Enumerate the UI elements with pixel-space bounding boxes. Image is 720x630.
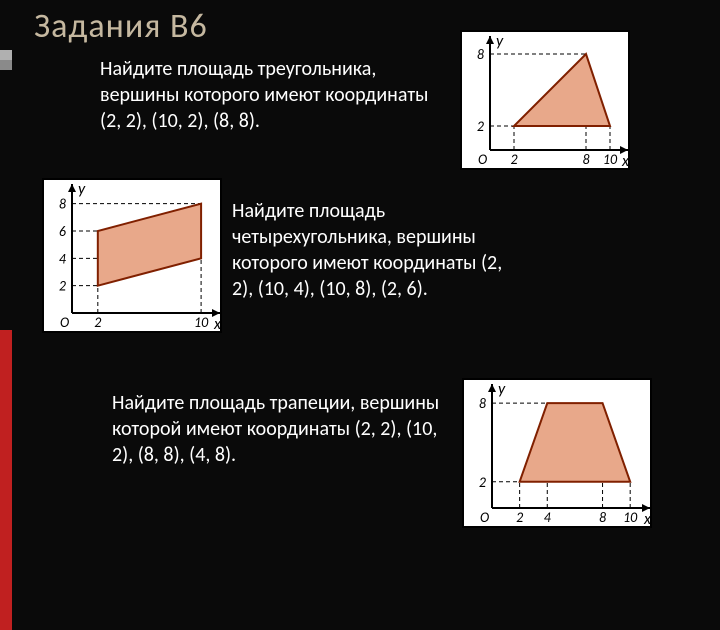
svg-text:O: O — [478, 151, 487, 168]
svg-text:2: 2 — [479, 474, 486, 491]
svg-text:8: 8 — [479, 395, 486, 412]
svg-text:2: 2 — [510, 151, 517, 168]
svg-text:4: 4 — [544, 509, 552, 526]
svg-text:O: O — [480, 509, 489, 526]
task-1-text: Найдите площадь треугольника, вершины ко… — [100, 56, 430, 134]
svg-text:y: y — [78, 180, 86, 199]
chart-triangle: 2 8 10 2 8 Ox y — [460, 30, 630, 170]
svg-text:y: y — [496, 32, 504, 51]
svg-text:x: x — [643, 510, 652, 529]
chart-quadrilateral: 2 10 2 4 6 8 Ox y — [42, 178, 222, 333]
task-2-text: Найдите площадь четырехугольника, вершин… — [232, 198, 522, 302]
svg-text:8: 8 — [599, 509, 606, 526]
svg-text:10: 10 — [623, 509, 638, 526]
svg-text:10: 10 — [194, 314, 209, 331]
svg-text:2: 2 — [59, 278, 66, 295]
svg-text:4: 4 — [59, 250, 67, 267]
chart-trapezoid: 2 4 8 10 2 8 Ox y — [462, 378, 652, 528]
accent-seg-3 — [0, 330, 12, 630]
svg-text:6: 6 — [59, 223, 66, 240]
svg-text:2: 2 — [516, 509, 523, 526]
svg-text:2: 2 — [477, 118, 484, 135]
svg-text:y: y — [498, 380, 506, 399]
svg-text:10: 10 — [603, 151, 618, 168]
svg-text:O: O — [60, 314, 69, 331]
page-title: Задания В6 — [34, 6, 208, 47]
svg-text:8: 8 — [582, 151, 589, 168]
svg-text:8: 8 — [477, 46, 484, 63]
svg-text:8: 8 — [59, 196, 66, 213]
svg-text:x: x — [213, 315, 222, 334]
accent-seg-1 — [0, 50, 12, 60]
accent-seg-2 — [0, 60, 12, 70]
svg-text:2: 2 — [94, 314, 101, 331]
svg-text:x: x — [621, 152, 630, 171]
accent-bar — [0, 50, 12, 630]
task-3-text: Найдите площадь трапеции, вершины которо… — [112, 390, 442, 468]
